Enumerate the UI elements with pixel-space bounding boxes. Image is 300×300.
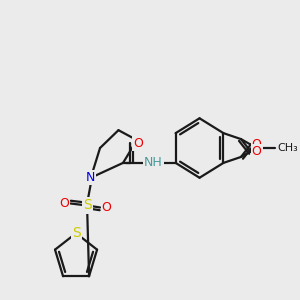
Text: O: O [133, 136, 143, 150]
Text: O: O [59, 197, 69, 210]
Text: O: O [252, 146, 262, 158]
Text: S: S [83, 199, 92, 212]
Text: S: S [72, 226, 80, 240]
Text: N: N [252, 142, 261, 154]
Text: NH: NH [144, 156, 163, 170]
Text: O: O [252, 138, 262, 151]
Text: N: N [86, 171, 95, 184]
Text: O: O [101, 201, 111, 214]
Text: CH₃: CH₃ [278, 143, 298, 153]
